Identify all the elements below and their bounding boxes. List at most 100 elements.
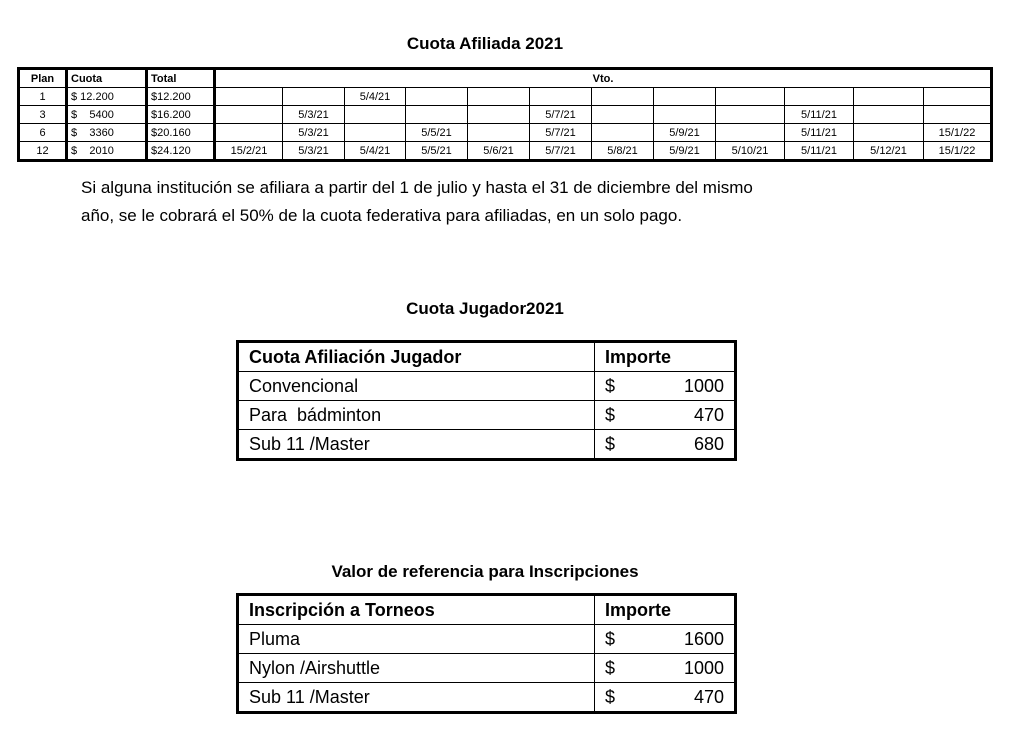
vto-date-cell: 5/5/21 — [405, 141, 468, 161]
header-row: Plan Cuota Total Vto. — [18, 68, 992, 88]
header-row: Inscripción a Torneos Importe — [237, 594, 736, 625]
importe-cell: $1000 — [594, 371, 736, 401]
amount-value: 470 — [693, 404, 724, 425]
cuota-cell: $ 2010 — [66, 141, 148, 161]
amount: $680 — [605, 434, 724, 455]
header-importe: Importe — [594, 341, 736, 372]
vto-date-cell: 15/1/22 — [923, 141, 992, 161]
vto-date-cell — [715, 87, 785, 106]
vto-date-cell: 5/3/21 — [282, 105, 345, 124]
vto-date-cell: 15/2/21 — [214, 141, 283, 161]
importe-cell: $680 — [594, 429, 736, 460]
plan-cell: 3 — [18, 105, 68, 124]
amount: $1000 — [605, 658, 724, 679]
cuota-jugador-table: Cuota Afiliación Jugador Importe Convencio… — [236, 340, 737, 461]
vto-date-cell — [529, 87, 592, 106]
vto-date-cell: 5/4/21 — [344, 87, 406, 106]
header-cuota: Cuota — [66, 68, 148, 88]
vto-date-cell: 5/3/21 — [282, 123, 345, 142]
vto-date-cell — [923, 105, 992, 124]
importe-cell: $1000 — [594, 653, 736, 683]
vto-date-cell: 15/1/22 — [923, 123, 992, 142]
vto-date-cell: 5/9/21 — [653, 123, 716, 142]
importe-cell: $1600 — [594, 624, 736, 654]
plan-cell: 12 — [18, 141, 68, 161]
vto-date-cell — [467, 87, 530, 106]
note-line-1: Si alguna institución se afiliara a part… — [81, 178, 753, 197]
vto-date-cell: 5/10/21 — [715, 141, 785, 161]
plan-cell: 6 — [18, 123, 68, 142]
importe-cell: $470 — [594, 400, 736, 430]
vto-date-cell — [467, 123, 530, 142]
importe-cell: $470 — [594, 682, 736, 713]
amount-value: 470 — [693, 686, 724, 707]
amount: $1000 — [605, 376, 724, 397]
table-row: Para bádminton $470 — [237, 400, 736, 430]
cuota-jugador-title: Cuota Jugador2021 — [406, 299, 564, 318]
vto-date-cell — [853, 105, 924, 124]
header-vto: Vto. — [214, 68, 992, 88]
cuota-afiliada-title: Cuota Afiliada 2021 — [406, 34, 564, 53]
vto-date-cell — [653, 87, 716, 106]
vto-date-cell — [282, 87, 345, 106]
amount-value: 1600 — [683, 628, 724, 649]
vto-date-cell — [214, 87, 283, 106]
header-concepto: Cuota Afiliación Jugador — [237, 341, 595, 372]
vto-date-cell — [344, 123, 406, 142]
concept-cell: Sub 11 /Master — [237, 429, 595, 460]
table-row: Sub 11 /Master $470 — [237, 682, 736, 713]
amount: $1600 — [605, 629, 724, 650]
total-cell: $12.200 — [146, 87, 216, 106]
vto-date-cell: 5/7/21 — [529, 123, 592, 142]
vto-date-cell — [591, 87, 654, 106]
vto-date-cell — [214, 123, 283, 142]
vto-date-cell: 5/7/21 — [529, 141, 592, 161]
vto-date-cell: 5/4/21 — [344, 141, 406, 161]
header-concepto: Inscripción a Torneos — [237, 594, 595, 625]
total-cell: $24.120 — [146, 141, 216, 161]
vto-date-cell — [923, 87, 992, 106]
vto-date-cell — [591, 123, 654, 142]
vto-date-cell — [405, 105, 468, 124]
table-row: 1 $ 12.200 $12.200 5/4/21 — [18, 87, 992, 106]
currency-symbol: $ — [605, 375, 616, 396]
vto-date-cell — [715, 105, 785, 124]
table-row: 3 $ 5400 $16.200 5/3/21 5/7/21 5/11/21 — [18, 105, 992, 124]
vto-date-cell — [344, 105, 406, 124]
concept-cell: Sub 11 /Master — [237, 682, 595, 713]
currency-symbol: $ — [605, 686, 616, 707]
plan-cell: 1 — [18, 87, 68, 106]
currency-symbol: $ — [605, 628, 616, 649]
vto-date-cell — [715, 123, 785, 142]
currency-symbol: $ — [605, 433, 616, 454]
concept-cell: Convencional — [237, 371, 595, 401]
vto-date-cell: 5/9/21 — [653, 141, 716, 161]
vto-date-cell: 5/7/21 — [529, 105, 592, 124]
header-importe: Importe — [594, 594, 736, 625]
total-cell: $20.160 — [146, 123, 216, 142]
header-row: Cuota Afiliación Jugador Importe — [237, 341, 736, 372]
vto-date-cell: 5/3/21 — [282, 141, 345, 161]
amount-value: 1000 — [683, 375, 724, 396]
afiliada-note: Si alguna institución se afiliara a part… — [81, 174, 753, 230]
vto-date-cell — [467, 105, 530, 124]
table-row: Sub 11 /Master $680 — [237, 429, 736, 460]
amount: $470 — [605, 687, 724, 708]
inscripciones-table: Inscripción a Torneos Importe Pluma $1600 Ny… — [236, 593, 737, 714]
vto-date-cell: 5/8/21 — [591, 141, 654, 161]
vto-date-cell — [853, 87, 924, 106]
concept-cell: Para bádminton — [237, 400, 595, 430]
inscripciones-title: Valor de referencia para Inscripciones — [331, 562, 639, 581]
table-row: 6 $ 3360 $20.160 5/3/21 5/5/21 5/7/21 5/9/21 5/… — [18, 123, 992, 142]
vto-date-cell — [591, 105, 654, 124]
cuota-cell: $ 3360 — [66, 123, 148, 142]
concept-cell: Pluma — [237, 624, 595, 654]
vto-date-cell — [653, 105, 716, 124]
vto-date-cell — [405, 87, 468, 106]
amount-value: 1000 — [683, 657, 724, 678]
vto-date-cell — [214, 105, 283, 124]
concept-cell: Nylon /Airshuttle — [237, 653, 595, 683]
cuota-cell: $ 5400 — [66, 105, 148, 124]
table-row: Pluma $1600 — [237, 624, 736, 654]
vto-date-cell: 5/11/21 — [784, 105, 854, 124]
